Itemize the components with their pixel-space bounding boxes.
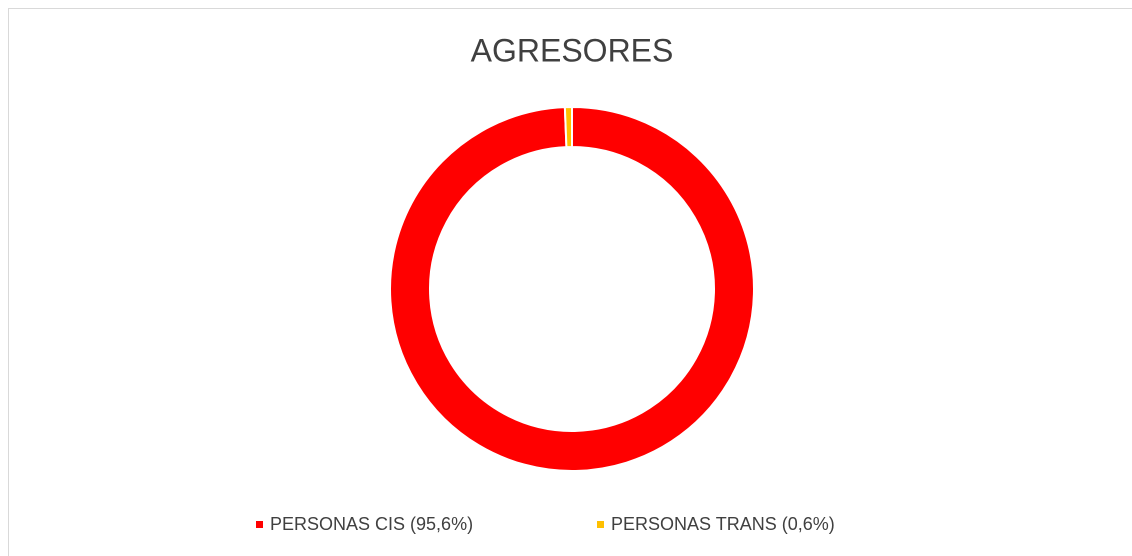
legend-swatch	[256, 521, 263, 528]
chart-title: AGRESORES	[471, 32, 674, 68]
legend-label: PERSONAS CIS (95,6%)	[270, 514, 473, 534]
chart-border	[8, 8, 1132, 556]
legend-label: PERSONAS TRANS (0,6%)	[611, 514, 835, 534]
legend-swatch	[597, 521, 604, 528]
donut-segment	[389, 105, 755, 472]
donut-segment	[563, 105, 573, 149]
